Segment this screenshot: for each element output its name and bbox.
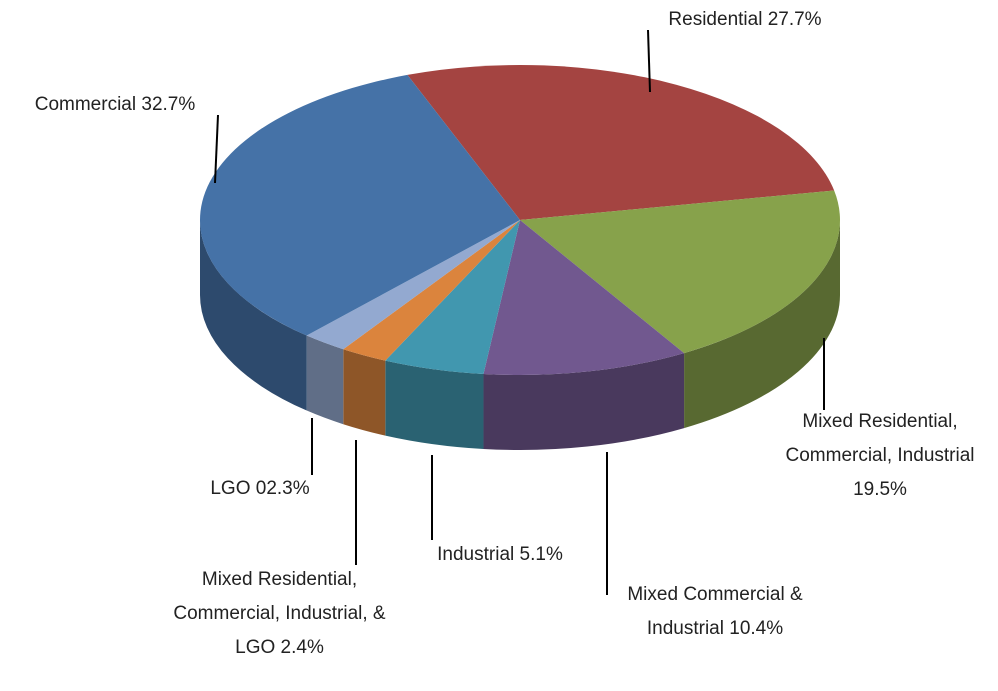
value-label: 27.7% bbox=[767, 9, 822, 30]
slice-side bbox=[306, 335, 344, 425]
slice-side bbox=[343, 349, 386, 436]
slice bbox=[407, 65, 835, 220]
slice-side bbox=[200, 220, 307, 411]
slice-label: Industrial 5.1% bbox=[410, 538, 590, 572]
slice bbox=[385, 220, 520, 374]
slice-label: LGO 02.3% bbox=[190, 472, 330, 506]
category-name: Industrial bbox=[437, 544, 515, 565]
leader-line bbox=[647, 29, 651, 93]
value-label: 19.5% bbox=[853, 479, 907, 500]
value-label: 32.7% bbox=[141, 94, 196, 115]
slice-label: Mixed Residential, Commercial, Industria… bbox=[172, 563, 387, 665]
value-label: 5.1% bbox=[519, 544, 563, 565]
category-name: Mixed Residential, Commercial, Industria… bbox=[173, 569, 386, 658]
category-name: Residential bbox=[668, 9, 763, 30]
category-name: Commercial bbox=[34, 94, 137, 115]
slice-label: Commercial 32.7% bbox=[5, 88, 225, 122]
category-name: Mixed Commercial & Industrial bbox=[627, 584, 803, 639]
value-label: 02.3% bbox=[255, 478, 310, 499]
category-name: LGO bbox=[210, 478, 251, 499]
value-label: 2.4% bbox=[280, 637, 324, 658]
category-name: Mixed Residential, Commercial, Industria… bbox=[785, 411, 975, 466]
slice-side bbox=[483, 353, 685, 450]
slice-label: Mixed Commercial & Industrial 10.4% bbox=[590, 578, 840, 646]
slice-side bbox=[385, 360, 484, 449]
slice bbox=[520, 190, 840, 354]
value-label: 10.4% bbox=[729, 618, 784, 639]
slice-label: Mixed Residential, Commercial, Industria… bbox=[775, 405, 985, 507]
slice-label: Residential 27.7% bbox=[630, 3, 860, 37]
slice-side bbox=[684, 220, 840, 429]
slice bbox=[200, 74, 520, 336]
leader-line bbox=[214, 114, 219, 184]
slice bbox=[343, 220, 520, 361]
slice bbox=[483, 220, 685, 375]
slice bbox=[306, 220, 520, 350]
